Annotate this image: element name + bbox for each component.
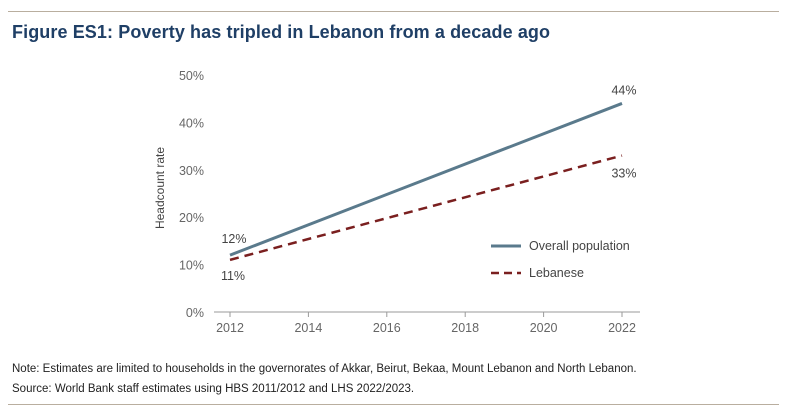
x-tick-label: 2020 bbox=[530, 321, 558, 335]
line-chart: 0% 10% 20% 30% 40% 50% 2012 2014 2016 2018 2020 202… bbox=[153, 69, 640, 335]
data-label: 12% bbox=[221, 232, 246, 246]
top-rule bbox=[8, 11, 779, 12]
series-line-lebanese bbox=[229, 154, 623, 262]
x-tick-label: 2022 bbox=[608, 321, 636, 335]
y-tick-label: 30% bbox=[179, 164, 204, 178]
data-label: 11% bbox=[221, 269, 245, 283]
x-tick-label: 2012 bbox=[216, 321, 244, 335]
figure-title: Figure ES1: Poverty has tripled in Leban… bbox=[12, 22, 551, 42]
data-label: 33% bbox=[611, 167, 636, 181]
x-tick-label: 2018 bbox=[451, 321, 479, 335]
figure-notes: Note: Estimates are limited to household… bbox=[12, 359, 637, 399]
y-tick-label: 40% bbox=[179, 116, 204, 130]
x-tick-label: 2016 bbox=[373, 321, 401, 335]
legend-label-lebanese: Lebanese bbox=[529, 266, 584, 280]
series-line-overall-population bbox=[229, 102, 623, 257]
source-text: Source: World Bank staff estimates using… bbox=[12, 383, 415, 395]
y-tick-label: 20% bbox=[179, 211, 204, 225]
x-tick-label: 2014 bbox=[294, 321, 322, 335]
note-text: Note: Estimates are limited to household… bbox=[12, 363, 637, 375]
bottom-rule bbox=[8, 404, 779, 405]
y-tick-label: 10% bbox=[179, 259, 204, 273]
y-axis-label: Headcount rate bbox=[153, 147, 167, 229]
data-label: 44% bbox=[611, 83, 636, 97]
y-tick-label: 0% bbox=[186, 306, 204, 320]
y-tick-label: 50% bbox=[179, 69, 204, 83]
legend-label-overall-population: Overall population bbox=[529, 239, 630, 253]
